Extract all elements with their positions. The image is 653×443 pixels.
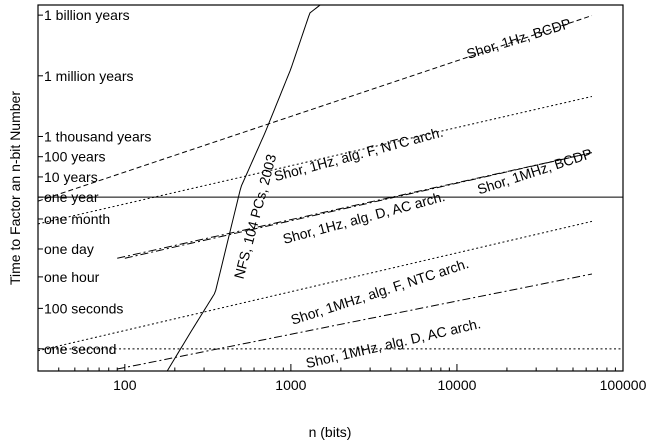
series-lines — [38, 5, 593, 371]
series-line — [38, 220, 593, 352]
y-tick-label: 1 billion years — [44, 7, 130, 23]
series-label: Shor, 1MHz, BCDP — [475, 145, 594, 197]
y-axis-label: Time to Factor an n-bit Number — [7, 91, 23, 285]
y-axis: 1 billion years 1 million years 1 thousand… — [38, 7, 151, 357]
series-line — [38, 95, 593, 225]
y-tick-label: 100 seconds — [44, 300, 123, 316]
x-tick-label: 1000 — [275, 377, 306, 393]
reference-lines — [38, 196, 623, 350]
series-label: Shor, 1Hz, alg. F, NTC arch. — [272, 124, 444, 185]
y-tick-label: one year — [44, 189, 99, 205]
series-line — [38, 15, 593, 202]
plot-frame — [37, 4, 624, 372]
x-tick-label: 100000 — [600, 377, 647, 393]
series-line — [166, 5, 321, 371]
x-tick-label: 10000 — [437, 377, 476, 393]
x-axis-label: n (bits) — [309, 424, 352, 440]
series-line — [117, 152, 593, 259]
y-tick-label: one day — [44, 241, 94, 257]
y-tick-label: 100 years — [44, 149, 105, 165]
y-tick-label: one month — [44, 211, 110, 227]
y-tick-label: one hour — [44, 269, 100, 285]
x-tick-label: 100 — [113, 377, 137, 393]
series-label: Shor, 1Hz, BCDP — [465, 15, 573, 62]
series-label: Shor, 1MHz, alg. D, AC arch. — [304, 315, 482, 371]
y-tick-label: 10 years — [44, 169, 98, 185]
series-line — [117, 273, 593, 370]
y-tick-label: one second — [44, 341, 116, 357]
x-axis: 100 1000 10000 100000 — [58, 364, 647, 393]
y-tick-label: 1 thousand years — [44, 128, 151, 144]
y-tick-label: 1 million years — [44, 68, 133, 84]
